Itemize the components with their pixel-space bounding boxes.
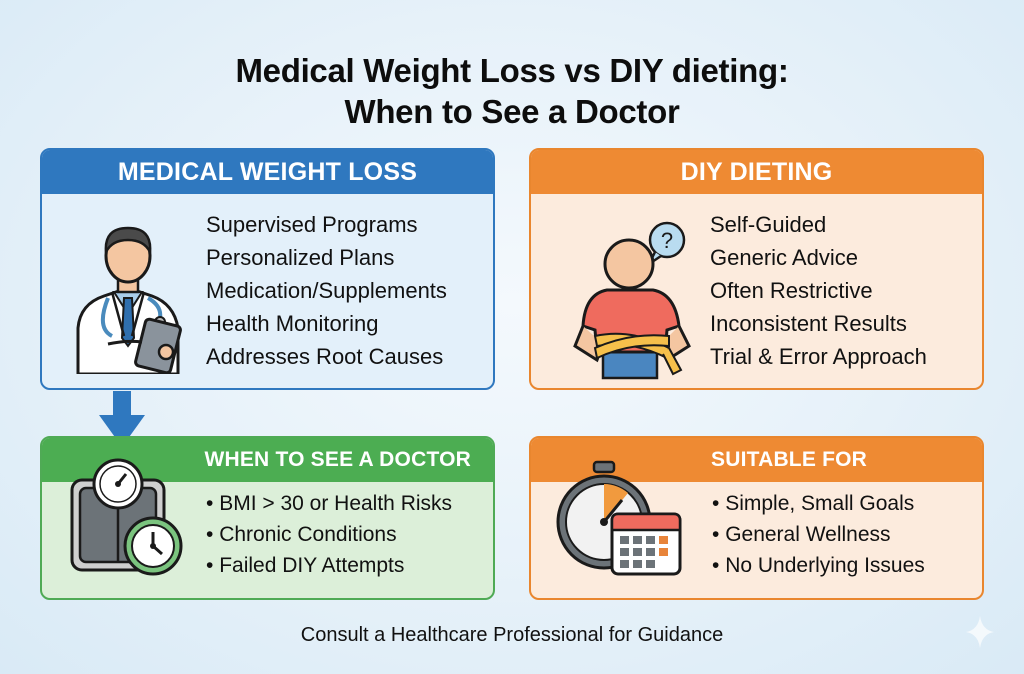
list-item: Chronic Conditions [206, 519, 452, 550]
medical-benefits-list: Supervised Programs Personalized Plans M… [206, 208, 447, 373]
sparkle-icon [966, 616, 994, 648]
title-line-1: Medical Weight Loss vs DIY dieting: [235, 52, 789, 89]
list-item: Simple, Small Goals [712, 488, 925, 519]
medical-weight-loss-heading: MEDICAL WEIGHT LOSS [42, 150, 493, 194]
diy-dieting-heading: DIY DIETING [531, 150, 982, 194]
list-item: No Underlying Issues [712, 550, 925, 581]
list-item: Inconsistent Results [710, 311, 907, 336]
title-line-2: When to See a Doctor [344, 93, 680, 130]
list-item: Trial & Error Approach [710, 344, 927, 369]
list-item: Self-Guided [710, 212, 827, 237]
scale-clock-icon [70, 458, 183, 576]
diy-dieting-card: DIY DIETING ? Self-Guided Generic Advice… [529, 148, 984, 390]
list-item: Failed DIY Attempts [206, 550, 452, 581]
person-measuring-waist-icon: ? [573, 221, 691, 380]
list-item: BMI > 30 or Health Risks [206, 488, 452, 519]
list-item: Addresses Root Causes [206, 344, 444, 369]
medical-weight-loss-card: MEDICAL WEIGHT LOSS Su [40, 148, 495, 390]
footer-note: Consult a Healthcare Professional for Gu… [300, 624, 724, 646]
svg-text:?: ? [661, 228, 673, 253]
list-item: Medication/Supplements [206, 278, 447, 303]
doctor-icon [76, 226, 182, 374]
when-to-see-doctor-list: BMI > 30 or Health Risks Chronic Conditi… [206, 488, 452, 581]
stopwatch-calendar-icon [556, 460, 682, 576]
down-arrow-icon [99, 391, 145, 447]
list-item: Health Monitoring [206, 311, 379, 336]
list-item: Often Restrictive [710, 278, 873, 303]
suitable-for-list: Simple, Small Goals General Wellness No … [712, 488, 925, 581]
list-item: Personalized Plans [206, 245, 395, 270]
page-title: Medical Weight Loss vs DIY dieting: When… [0, 50, 1024, 132]
list-item: Supervised Programs [206, 212, 418, 237]
list-item: Generic Advice [710, 245, 858, 270]
list-item: General Wellness [712, 519, 925, 550]
diy-characteristics-list: Self-Guided Generic Advice Often Restric… [710, 208, 927, 373]
